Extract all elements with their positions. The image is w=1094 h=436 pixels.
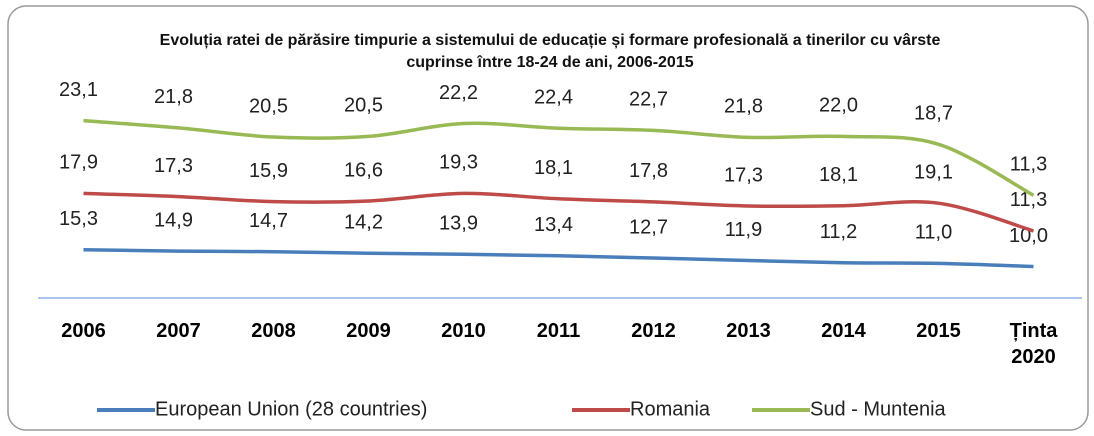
data-label: 14,7 [249,210,288,232]
data-label: 20,5 [344,95,383,117]
x-tick-label: 2008 [251,320,296,342]
data-label: 17,8 [629,160,668,182]
data-label: 17,9 [59,152,98,174]
x-tick-label: 2010 [441,320,486,342]
legend-label: European Union (28 countries) [155,398,427,420]
data-label: 14,9 [154,209,193,231]
x-tick-label: 2009 [346,320,391,342]
data-label: 22,7 [629,89,668,111]
x-tick-label: 2014 [821,320,866,342]
data-label: 11,2 [820,221,857,243]
data-label: 14,2 [344,212,383,234]
data-label: 21,8 [724,96,763,118]
x-tick-label: 2011 [536,320,581,342]
data-label: 18,1 [534,157,573,179]
data-label: 17,3 [154,155,193,177]
data-label: 13,4 [534,214,573,236]
chart-title: Evoluția ratei de părăsire timpurie a si… [159,32,941,71]
x-tick-label: 2013 [726,320,771,342]
data-label: 22,4 [534,86,573,108]
data-label: 12,7 [629,216,668,238]
data-label: 16,6 [344,159,383,181]
data-label: 11,3 [1010,189,1047,211]
frame [7,5,1089,431]
line [83,248,1034,269]
data-label: 15,9 [249,160,288,182]
data-label: 21,8 [154,86,193,108]
data-label: 11,3 [1010,154,1047,176]
data-label: 13,9 [439,212,478,234]
x-tick-label: 2015 [916,320,961,342]
x-tick-label: 2012 [631,320,676,342]
data-label: 19,3 [439,152,478,174]
data-label: 18,1 [819,164,858,186]
x-tick-label: 2007 [156,320,201,342]
data-label: 23,1 [59,79,98,101]
legend-label: Romania [630,398,711,420]
data-label: 10,0 [1009,225,1048,247]
data-label: 11,0 [915,222,952,244]
line [83,118,1035,197]
data-label: 17,3 [724,164,763,186]
line [83,191,1034,233]
data-label: 11,9 [725,219,762,241]
x-tick-label: Ținta 2020 [1009,320,1058,368]
data-label: 20,5 [249,95,288,117]
legend-label: Sud - Muntenia [810,398,947,420]
data-label: 22,2 [439,82,478,104]
data-label: 22,0 [819,95,858,117]
data-label: 18,7 [914,103,953,125]
data-label: 15,3 [59,208,98,230]
data-label: 19,1 [914,161,953,183]
x-tick-label: 2006 [61,320,106,342]
